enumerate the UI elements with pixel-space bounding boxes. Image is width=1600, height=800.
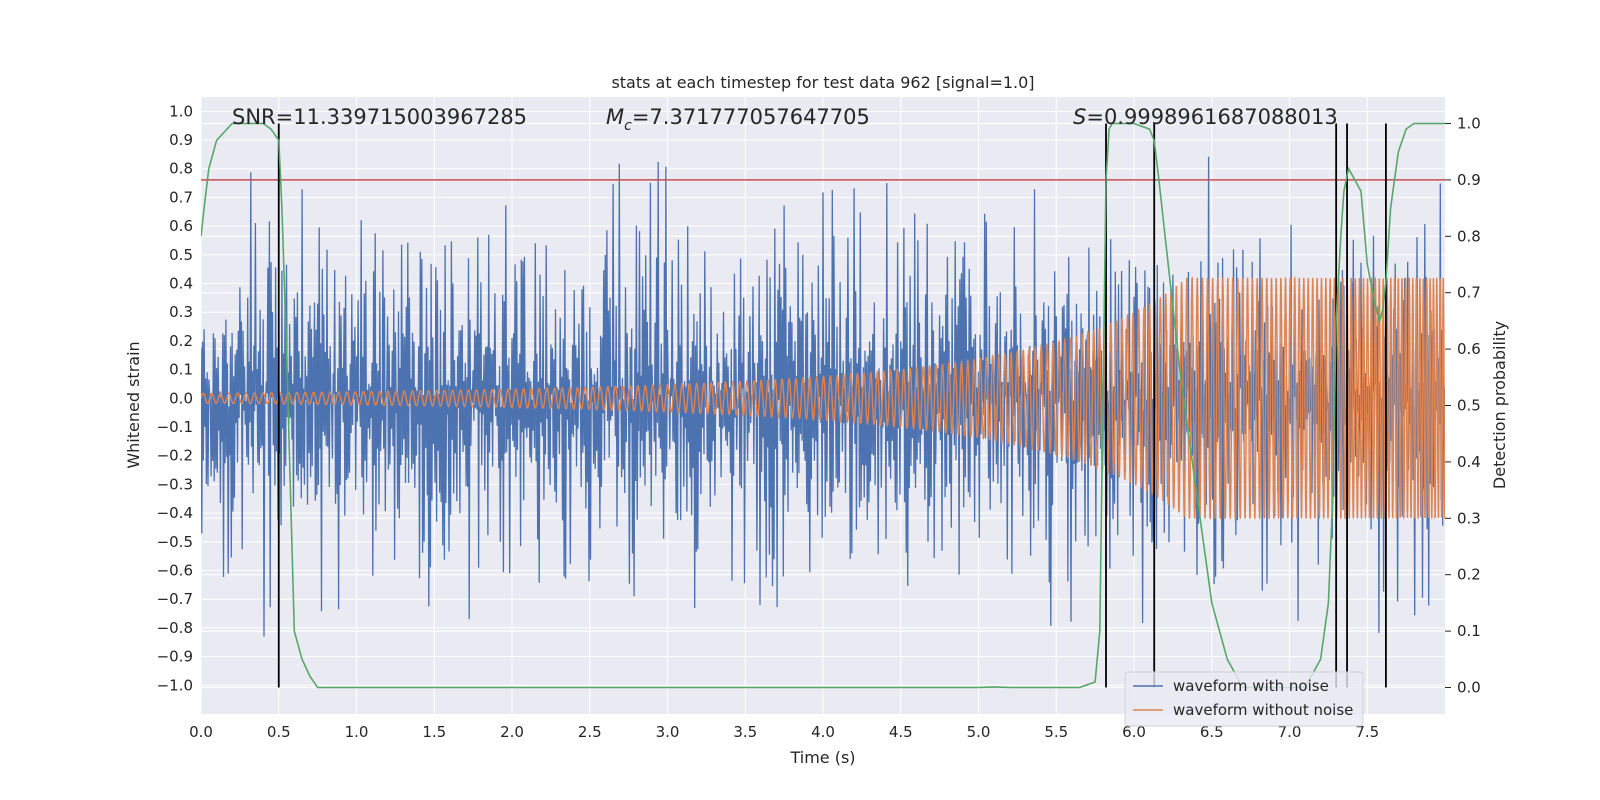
chirp-mass-subscript: c xyxy=(624,118,632,134)
chirp-mass-value: =7.371777057647705 xyxy=(632,105,870,129)
plot-area xyxy=(201,122,1445,689)
y-tick-label: −0.6 xyxy=(157,562,193,580)
legend-label-clean: waveform without noise xyxy=(1173,701,1353,719)
x-tick-label: 4.5 xyxy=(889,723,913,741)
y-tick-label: −0.8 xyxy=(157,619,193,637)
y2-tick-label: 0.9 xyxy=(1457,171,1481,189)
y-tick-label: 0.4 xyxy=(169,275,193,293)
score-value: =0.9998961687088013 xyxy=(1086,105,1337,129)
snr-annotation: SNR=11.339715003967285 xyxy=(232,105,527,129)
series-waveform-with-noise xyxy=(201,156,1445,637)
x-axis-ticks: 0.0 0.5 1.0 1.5 2.0 2.5 3.0 3.5 4.0 4.5 5.0 5.5 6.0 6… xyxy=(189,723,1379,741)
y-tick-label: 0.1 xyxy=(169,361,193,379)
x-tick-label: 7.0 xyxy=(1278,723,1302,741)
series-detection-probability xyxy=(201,122,1445,689)
y-tick-label: 0.2 xyxy=(169,332,193,350)
y-tick-label: 0.8 xyxy=(169,160,193,178)
x-tick-label: 3.5 xyxy=(733,723,757,741)
y-tick-label: 0.6 xyxy=(169,217,193,235)
y-tick-label: 0.3 xyxy=(169,303,193,321)
x-tick-label: 7.5 xyxy=(1355,723,1379,741)
y2-tick-label: 0.6 xyxy=(1457,340,1481,358)
chirp-mass-annotation: Mc=7.371777057647705 xyxy=(606,105,870,134)
y2-tick-label: 0.7 xyxy=(1457,284,1481,302)
detection-lines xyxy=(277,123,1387,688)
x-tick-label: 0.0 xyxy=(189,723,213,741)
x-tick-label: 4.0 xyxy=(811,723,835,741)
chart-title: stats at each timestep for test data 962… xyxy=(611,73,1034,92)
y-tick-label: −0.3 xyxy=(157,475,193,493)
y-axis-ticks: −1.0 −0.9 −0.8 −0.7 −0.6 −0.5 −0.4 −0.3 −0.2 −0.1… xyxy=(157,102,193,694)
x-tick-label: 1.0 xyxy=(345,723,369,741)
y2-tick-label: 0.3 xyxy=(1457,509,1481,527)
y2-tick-label: 0.0 xyxy=(1457,678,1481,696)
y-tick-label: 0.7 xyxy=(169,188,193,206)
y-tick-label: 0.5 xyxy=(169,246,193,264)
x-tick-label: 3.0 xyxy=(656,723,680,741)
y-tick-label: −0.5 xyxy=(157,533,193,551)
y-tick-label: 1.0 xyxy=(169,102,193,120)
y2-tick-label: 1.0 xyxy=(1457,115,1481,133)
x-tick-label: 5.5 xyxy=(1044,723,1068,741)
y-tick-label: −0.2 xyxy=(157,447,193,465)
y-tick-label: −0.9 xyxy=(157,648,193,666)
x-tick-label: 2.0 xyxy=(500,723,524,741)
y2-tick-label: 0.4 xyxy=(1457,453,1481,471)
score-annotation: S=0.9998961687088013 xyxy=(1073,105,1338,129)
chirp-mass-symbol: M xyxy=(606,105,624,129)
y-tick-label: −1.0 xyxy=(157,676,193,694)
legend: waveform with noise waveform without noi… xyxy=(1124,671,1364,727)
x-tick-label: 2.5 xyxy=(578,723,602,741)
y2-tick-label: 0.1 xyxy=(1457,622,1481,640)
y-tick-label: −0.7 xyxy=(157,590,193,608)
series-waveform-without-noise xyxy=(201,276,1445,522)
y-axis-label: Whitened strain xyxy=(124,341,143,468)
y-tick-label: −0.4 xyxy=(157,504,193,522)
x-tick-label: 0.5 xyxy=(267,723,291,741)
legend-label-noise: waveform with noise xyxy=(1173,677,1329,695)
x-tick-label: 1.5 xyxy=(422,723,446,741)
x-tick-label: 6.5 xyxy=(1200,723,1224,741)
score-symbol: S xyxy=(1073,105,1086,129)
y2-tick-label: 0.5 xyxy=(1457,397,1481,415)
y-tick-label: 0.0 xyxy=(169,389,193,407)
y2-axis-label: Detection probability xyxy=(1490,321,1509,489)
legend-box xyxy=(1124,671,1364,727)
y-tick-label: −0.1 xyxy=(157,418,193,436)
x-axis-label: Time (s) xyxy=(789,748,855,767)
y2-tick-label: 0.8 xyxy=(1457,227,1481,245)
y2-tick-label: 0.2 xyxy=(1457,566,1481,584)
y-tick-label: 0.9 xyxy=(169,131,193,149)
x-tick-label: 5.0 xyxy=(967,723,991,741)
y2-axis-ticks: 0.0 0.1 0.2 0.3 0.4 0.5 0.6 0.7 0.8 0.9 1.0 xyxy=(1445,115,1481,696)
x-tick-label: 6.0 xyxy=(1122,723,1146,741)
